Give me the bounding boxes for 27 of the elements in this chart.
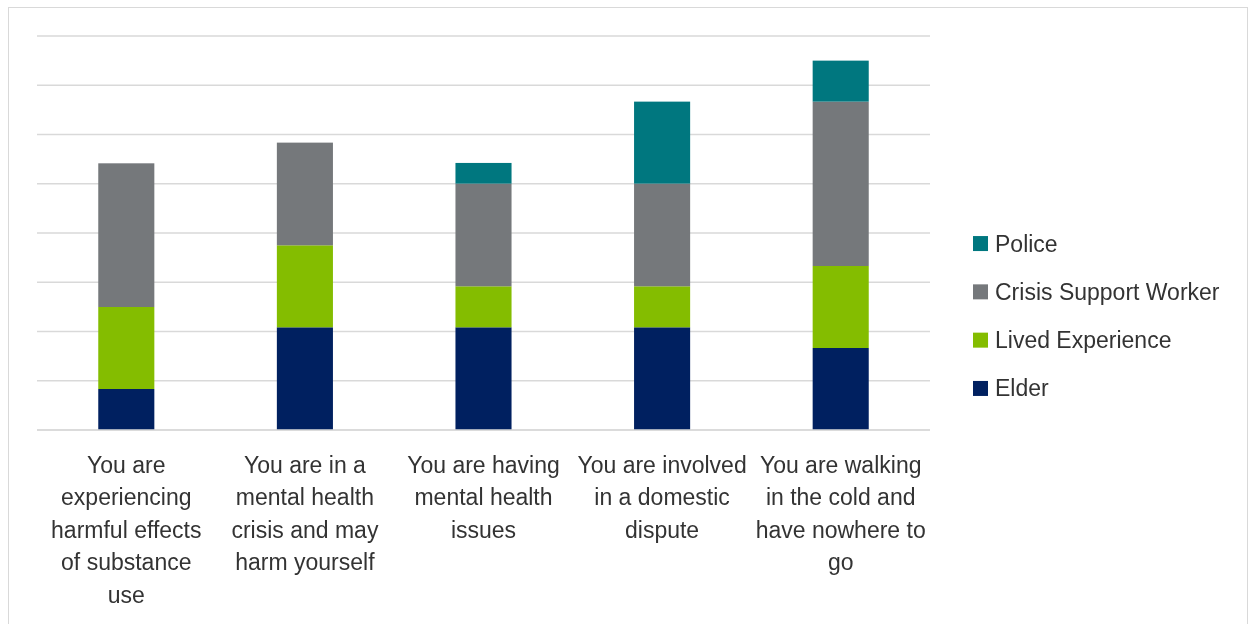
bar [455,162,512,184]
bar [812,60,869,102]
bar [812,266,869,348]
x-tick-label: You are having mental health issues [407,452,560,543]
bar [634,327,691,430]
x-tick-label: You are walking in the cold and have nowhere to go [755,452,926,576]
legend-label: Crisis Support Worker [995,278,1220,305]
bar [98,307,155,389]
bar [634,183,691,287]
bar [455,183,512,287]
x-tick-label: You are in a mental health crisis and may harm yourself [231,452,379,576]
legend-label: Lived Experience [995,327,1172,354]
bar [634,286,691,328]
bar [276,327,333,430]
bar [276,142,333,246]
bar [455,286,512,328]
bar [276,245,333,328]
bar [812,348,869,430]
x-tick-label: You are involved in a domestic dispute [577,452,747,543]
legend-label: Police [995,230,1058,257]
x-tick-label: You are experiencing harmful effects of substance use [51,452,202,608]
bar [634,101,691,184]
legend-label: Elder [995,375,1050,402]
bar [455,327,512,430]
bar [812,101,869,266]
bar [98,163,155,307]
bar [98,389,155,430]
